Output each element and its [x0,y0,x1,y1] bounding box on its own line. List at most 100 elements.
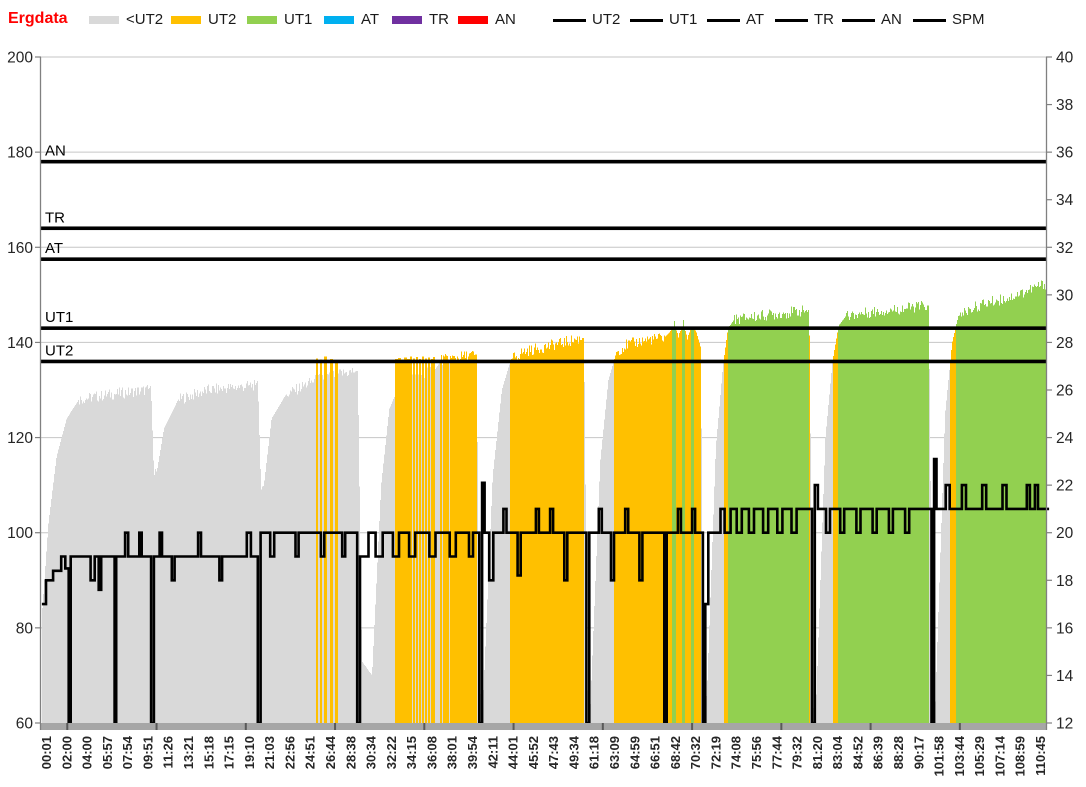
legend-item-line-an: AN [842,10,902,30]
svg-text:70:32: 70:32 [688,736,703,769]
svg-text:38:01: 38:01 [445,736,460,769]
legend-label: UT1 [669,11,698,28]
svg-text:32: 32 [1056,240,1073,257]
legend-item-line-ut1: UT1 [630,10,697,30]
svg-text:30:34: 30:34 [364,735,379,769]
svg-text:61:18: 61:18 [587,736,602,769]
zone-swatch-ut1-icon [247,16,277,24]
svg-text:200: 200 [7,50,33,67]
svg-text:140: 140 [7,335,33,352]
svg-text:120: 120 [7,430,33,447]
svg-text:24: 24 [1056,430,1074,447]
line-swatch-icon [913,18,946,22]
svg-text:47:43: 47:43 [546,736,561,769]
legend-item-zone-tr: TR [392,10,449,30]
svg-text:34:15: 34:15 [404,736,419,769]
line-swatch-icon [775,18,808,22]
svg-text:28:38: 28:38 [343,736,358,769]
legend-label: AT [746,11,765,28]
legend-item-line-at: AT [707,10,764,30]
svg-text:80: 80 [16,620,34,637]
svg-text:88:28: 88:28 [891,736,906,769]
svg-text:34: 34 [1056,192,1074,209]
svg-text:13:21: 13:21 [181,736,196,769]
legend-label: UT1 [284,11,313,28]
legend-item-line-spm: SPM [913,10,985,30]
svg-text:TR: TR [45,209,65,226]
svg-text:77:44: 77:44 [769,735,784,769]
svg-text:75:56: 75:56 [749,736,764,769]
legend-label: AN [495,11,516,28]
svg-text:UT1: UT1 [45,309,73,326]
zone-swatch-tr-icon [392,16,422,24]
legend-label: UT2 [592,11,621,28]
svg-text:05:57: 05:57 [100,736,115,769]
svg-text:100: 100 [7,525,33,542]
zone-swatch-lt-ut2-icon [89,16,119,24]
svg-text:30: 30 [1056,287,1074,304]
svg-text:04:00: 04:00 [80,736,95,769]
svg-text:66:51: 66:51 [648,736,663,769]
svg-text:180: 180 [7,145,33,162]
svg-text:39:54: 39:54 [465,735,480,769]
svg-text:14: 14 [1056,668,1074,685]
svg-text:02:00: 02:00 [59,736,74,769]
line-swatch-icon [553,18,586,22]
svg-text:16: 16 [1056,620,1073,637]
svg-text:108:59: 108:59 [1013,736,1028,776]
svg-text:22: 22 [1056,478,1073,495]
legend-item-zone-ut2: UT2 [171,10,236,30]
svg-text:81:20: 81:20 [810,736,825,769]
legend-label: UT2 [208,11,237,28]
svg-text:00:01: 00:01 [39,736,54,769]
svg-text:09:51: 09:51 [140,736,155,769]
svg-text:42:11: 42:11 [485,736,500,769]
line-swatch-icon [842,18,875,22]
svg-text:74:08: 74:08 [729,736,744,769]
svg-text:63:09: 63:09 [607,736,622,769]
legend-label: AT [361,11,380,28]
svg-text:21:03: 21:03 [262,736,277,769]
svg-text:11:26: 11:26 [161,736,176,769]
legend-item-zone-at: AT [324,10,379,30]
svg-text:110:45: 110:45 [1033,736,1048,776]
svg-text:60: 60 [16,716,34,733]
svg-text:84:52: 84:52 [850,736,865,769]
svg-text:15:18: 15:18 [201,736,216,769]
zone-swatch-an-icon [458,16,488,24]
svg-text:44:01: 44:01 [506,736,521,769]
svg-text:24:51: 24:51 [303,736,318,769]
svg-text:28: 28 [1056,335,1073,352]
x-axis-strip [41,723,1047,730]
svg-text:36: 36 [1056,145,1073,162]
svg-text:103:44: 103:44 [952,735,967,776]
svg-text:17:15: 17:15 [222,736,237,769]
svg-text:72:19: 72:19 [708,736,723,769]
svg-text:45:52: 45:52 [526,736,541,769]
svg-text:26:44: 26:44 [323,735,338,769]
hr-bars [42,280,1046,723]
svg-text:20: 20 [1056,525,1074,542]
svg-text:107:14: 107:14 [992,735,1007,776]
legend-label: SPM [952,11,985,28]
svg-text:22:56: 22:56 [282,736,297,769]
legend-label: <UT2 [126,11,164,28]
svg-text:40: 40 [1056,50,1074,67]
svg-text:90:17: 90:17 [911,736,926,769]
legend-label: TR [429,11,449,28]
svg-text:49:34: 49:34 [566,735,581,769]
legend-item-zone-lt-ut2: <UT2 [89,10,163,30]
svg-text:79:32: 79:32 [790,736,805,769]
svg-text:64:59: 64:59 [627,736,642,769]
app-brand: Ergdata [8,10,68,27]
legend-item-line-ut2: UT2 [553,10,620,30]
svg-text:UT2: UT2 [45,342,73,359]
line-swatch-icon [630,18,663,22]
zone-swatch-ut2-icon [171,16,201,24]
legend-label: TR [814,11,834,28]
line-swatch-icon [707,18,740,22]
svg-text:AT: AT [45,240,63,257]
svg-text:AN: AN [45,143,66,160]
legend-item-line-tr: TR [775,10,834,30]
